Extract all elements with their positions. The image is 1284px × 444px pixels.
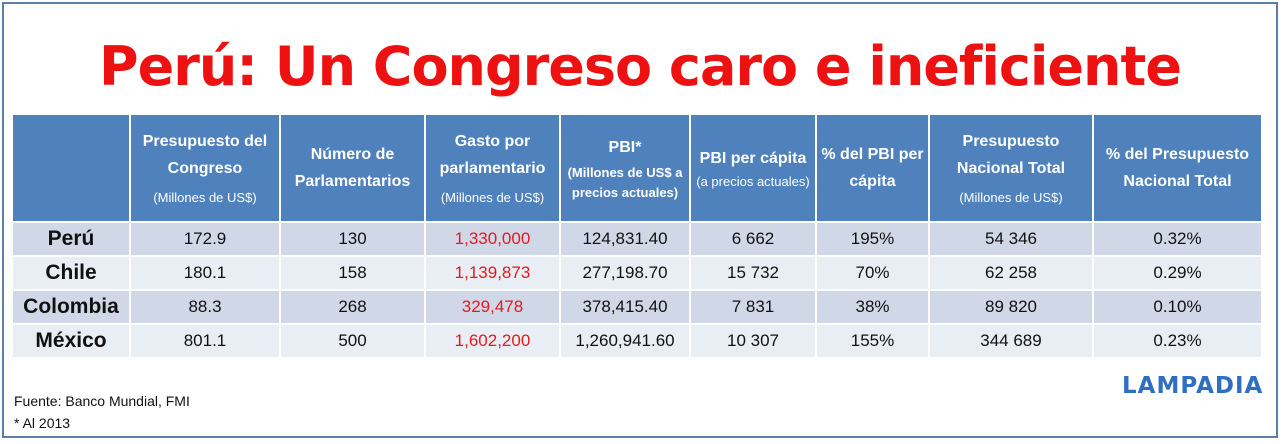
table-row: Perú 172.9 130 1,330,000 124,831.40 6 66… bbox=[11, 221, 1263, 257]
cell-country: México bbox=[11, 323, 131, 359]
cell-presupuesto: 88.3 bbox=[129, 289, 281, 325]
table-header-row: Presupuesto del Congreso (Millones de US… bbox=[11, 113, 1263, 223]
header-label: Gasto por parlamentario bbox=[439, 133, 546, 177]
header-label: % del PBI per cápita bbox=[821, 146, 924, 190]
header-sublabel: (Millones de US$) bbox=[440, 190, 545, 205]
cell-pbi: 1,260,941.60 bbox=[559, 323, 691, 359]
page-title: Perú: Un Congreso caro e ineficiente bbox=[99, 35, 1182, 98]
cell-pbi: 124,831.40 bbox=[559, 221, 691, 257]
table-row: Chile 180.1 158 1,139,873 277,198.70 15 … bbox=[11, 255, 1263, 291]
table-row: México 801.1 500 1,602,200 1,260,941.60 … bbox=[11, 323, 1263, 359]
header-sublabel: (a precios actuales) bbox=[696, 173, 810, 189]
cell-pct-pbi: 155% bbox=[815, 323, 930, 359]
header-pbi: PBI* (Millones de US$ a precios actuales… bbox=[559, 113, 691, 223]
cell-gasto: 1,602,200 bbox=[424, 323, 561, 359]
header-presupuesto-nacional: Presupuesto Nacional Total (Millones de … bbox=[928, 113, 1094, 223]
cell-presupuesto-nacional: 344 689 bbox=[928, 323, 1094, 359]
cell-presupuesto: 180.1 bbox=[129, 255, 281, 291]
header-sublabel: (Millones de US$ a precios actuales) bbox=[567, 164, 683, 200]
header-label: PBI per cápita bbox=[699, 149, 807, 167]
header-label: Presupuesto Nacional Total bbox=[956, 133, 1066, 177]
table-row: Colombia 88.3 268 329,478 378,415.40 7 8… bbox=[11, 289, 1263, 325]
header-label: % del Presupuesto Nacional Total bbox=[1105, 146, 1250, 190]
lampadia-logo: LAMPADIA bbox=[1122, 373, 1264, 399]
cell-numero: 268 bbox=[279, 289, 426, 325]
cell-pbi-per-capita: 10 307 bbox=[689, 323, 817, 359]
cell-pbi-per-capita: 6 662 bbox=[689, 221, 817, 257]
header-presupuesto: Presupuesto del Congreso (Millones de US… bbox=[129, 113, 281, 223]
cell-presupuesto-nacional: 89 820 bbox=[928, 289, 1094, 325]
source-text: Fuente: Banco Mundial, FMI bbox=[14, 393, 190, 409]
cell-pct-pbi: 195% bbox=[815, 221, 930, 257]
header-label: Número de Parlamentarios bbox=[294, 146, 411, 190]
comparison-table: Presupuesto del Congreso (Millones de US… bbox=[11, 113, 1263, 359]
header-pbi-per-capita: PBI per cápita (a precios actuales) bbox=[689, 113, 817, 223]
header-sublabel: (Millones de US$) bbox=[153, 190, 257, 205]
header-gasto: Gasto por parlamentario (Millones de US$… bbox=[424, 113, 561, 223]
header-empty bbox=[11, 113, 131, 223]
source-note: Fuente: Banco Mundial, FMI * Al 2013 bbox=[14, 390, 190, 434]
cell-pbi: 378,415.40 bbox=[559, 289, 691, 325]
header-pct-presupuesto: % del Presupuesto Nacional Total bbox=[1092, 113, 1263, 223]
cell-presupuesto-nacional: 62 258 bbox=[928, 255, 1094, 291]
cell-pbi: 277,198.70 bbox=[559, 255, 691, 291]
cell-presupuesto-nacional: 54 346 bbox=[928, 221, 1094, 257]
cell-country: Chile bbox=[11, 255, 131, 291]
cell-pct-presupuesto: 0.29% bbox=[1092, 255, 1263, 291]
cell-numero: 130 bbox=[279, 221, 426, 257]
cell-gasto: 1,330,000 bbox=[424, 221, 561, 257]
header-label: Presupuesto del Congreso bbox=[142, 133, 268, 177]
header-pct-pbi: % del PBI per cápita bbox=[815, 113, 930, 223]
cell-country: Perú bbox=[11, 221, 131, 257]
cell-numero: 500 bbox=[279, 323, 426, 359]
cell-country: Colombia bbox=[11, 289, 131, 325]
cell-presupuesto: 801.1 bbox=[129, 323, 281, 359]
cell-numero: 158 bbox=[279, 255, 426, 291]
footnote-text: * Al 2013 bbox=[14, 415, 71, 431]
cell-pbi-per-capita: 7 831 bbox=[689, 289, 817, 325]
header-label: PBI* bbox=[608, 138, 642, 156]
cell-gasto: 329,478 bbox=[424, 289, 561, 325]
header-numero: Número de Parlamentarios bbox=[279, 113, 426, 223]
cell-pct-pbi: 70% bbox=[815, 255, 930, 291]
cell-pct-presupuesto: 0.23% bbox=[1092, 323, 1263, 359]
cell-pbi-per-capita: 15 732 bbox=[689, 255, 817, 291]
cell-pct-presupuesto: 0.10% bbox=[1092, 289, 1263, 325]
header-sublabel: (Millones de US$) bbox=[959, 190, 1063, 205]
cell-presupuesto: 172.9 bbox=[129, 221, 281, 257]
cell-pct-presupuesto: 0.32% bbox=[1092, 221, 1263, 257]
cell-pct-pbi: 38% bbox=[815, 289, 930, 325]
cell-gasto: 1,139,873 bbox=[424, 255, 561, 291]
